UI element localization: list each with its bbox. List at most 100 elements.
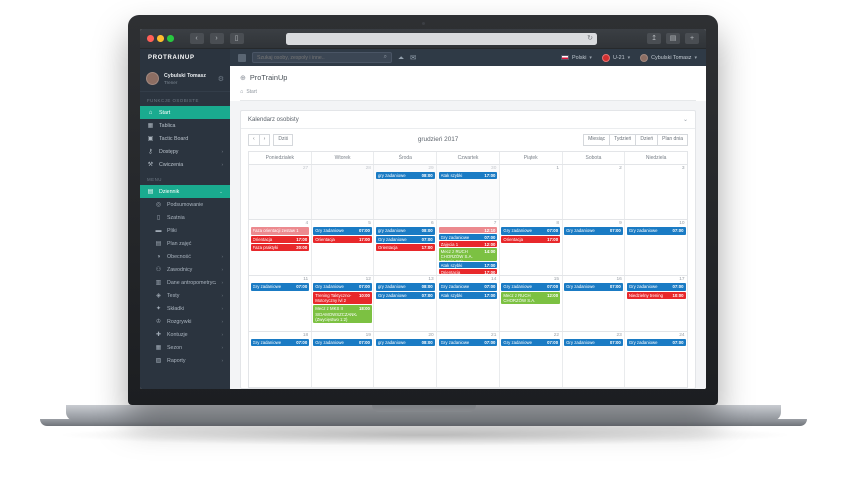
sidebar-item-sezon[interactable]: ▦ Sezon › <box>140 341 230 354</box>
calendar-event[interactable]: Gry zadaniowe 07:00 <box>313 227 372 235</box>
calendar-day-cell[interactable]: 11 Gry zadaniowe 07:00 <box>249 276 311 332</box>
next-month-button[interactable]: › <box>258 134 271 146</box>
calendar-event[interactable]: Gry zadaniowe 07:00 <box>313 283 372 291</box>
calendar-event[interactable]: Orientacja 17:00 <box>438 268 498 275</box>
sidebar-item-plan-zaj[interactable]: ▤ Plan zajęć <box>140 237 230 250</box>
today-button[interactable]: Dziś <box>273 134 294 146</box>
calendar-event[interactable]: Orientacja 17:00 <box>501 235 561 244</box>
calendar-day-cell[interactable]: 8 Gry zadaniowe 07:00 Orientacja 17:00 <box>498 220 562 276</box>
calendar-event[interactable]: Faza orientacji zestaw 1 <box>250 227 310 235</box>
calendar-event[interactable]: Niedzielny trening 10:00 <box>626 291 686 299</box>
calendar-event[interactable]: gry zadaniowe 08:00 <box>375 283 435 291</box>
breadcrumb-item[interactable]: Start <box>246 89 257 95</box>
maximize-window-button[interactable] <box>167 35 174 42</box>
share-button[interactable]: ↥ <box>647 33 661 44</box>
back-button[interactable]: ‹ <box>189 33 204 44</box>
calendar-event[interactable]: Atak szybki 17:00 <box>438 291 498 299</box>
calendar-day-cell[interactable]: 27 <box>249 164 311 220</box>
user-menu[interactable]: Cybulski Tomasz ▾ <box>640 53 697 62</box>
calendar-view-plan-dnia[interactable]: Plan dnia <box>657 134 688 146</box>
calendar-event[interactable]: gry zadaniowe 08:00 <box>375 171 435 179</box>
calendar-event[interactable]: Mecz z RUCH CHORZÓW S.A. 12:00 <box>501 291 561 305</box>
sidebar-item-wiczenia[interactable]: ⚒ Ćwiczenia › <box>140 158 230 171</box>
calendar-day-cell[interactable]: 6 gry zadaniowe 08:00 Gry zadaniowe 07:00 Ori… <box>373 220 437 276</box>
calendar-day-cell[interactable]: 17 Gry zadaniowe 07:00 Niedzielny trening 10… <box>624 276 688 332</box>
global-search[interactable]: ⌕ <box>252 52 392 63</box>
sidebar-item-rozgrywki[interactable]: ♔ Rozgrywki › <box>140 315 230 328</box>
sidebar-item-dane-antropometryczne[interactable]: ▥ Dane antropometryczne › <box>140 276 230 289</box>
calendar-day-cell[interactable]: 18 Gry zadaniowe 07:00 <box>249 332 311 387</box>
calendar-event[interactable]: Gry zadaniowe 07:00 <box>626 227 686 235</box>
calendar-event[interactable]: Gry zadaniowe 07:00 <box>438 283 498 291</box>
calendar-day-cell[interactable]: 9 Gry zadaniowe 07:00 <box>561 220 625 276</box>
new-tab-button[interactable]: + <box>685 33 699 44</box>
calendar-day-cell[interactable]: 30 Atak szybki 17:00 <box>436 164 499 220</box>
sidebar-item-tablica[interactable]: ▦ Tablica <box>140 119 230 132</box>
search-icon[interactable]: ⌕ <box>383 54 387 60</box>
calendar-event[interactable]: Orientacja 17:00 <box>313 235 372 244</box>
sidebar-item-sk-adki[interactable]: ✦ Składki › <box>140 302 230 315</box>
calendar-day-cell[interactable]: 13 gry zadaniowe 08:00 Gry zadaniowe 07:00 <box>373 276 437 332</box>
tabs-button[interactable]: ▤ <box>666 33 680 44</box>
window-controls[interactable] <box>147 35 174 42</box>
calendar-event[interactable]: Gry zadaniowe 07:00 <box>564 283 623 291</box>
calendar-view-tydzie-[interactable]: Tydzień <box>609 134 637 146</box>
sidebar-item-podsumowanie[interactable]: ◎ Podsumowanie <box>140 198 230 211</box>
calendar-event[interactable]: Gry zadaniowe 07:00 <box>375 291 435 299</box>
calendar-day-cell[interactable]: 1 <box>498 164 562 220</box>
calendar-event[interactable]: Atak szybki 17:00 <box>438 261 498 268</box>
calendar-day-cell[interactable]: 4 Faza orientacji zestaw 1 Orientacja 17:00… <box>249 220 311 276</box>
calendar-event[interactable]: Gry zadaniowe 07:00 <box>626 283 686 291</box>
calendar-day-cell[interactable]: 19 Gry zadaniowe 07:00 <box>310 332 374 387</box>
chat-icon[interactable]: ✉ <box>410 52 417 62</box>
calendar-event[interactable]: Gry zadaniowe 07:00 <box>438 234 498 240</box>
calendar-day-cell[interactable]: 24 Gry zadaniowe 07:00 <box>624 332 688 387</box>
calendar-event[interactable]: Gry zadaniowe 07:00 <box>626 339 686 347</box>
search-input[interactable] <box>257 54 384 61</box>
calendar-day-cell[interactable]: 12 Gry zadaniowe 07:00 Trening Taktyczno-Mo… <box>310 276 374 332</box>
reload-icon[interactable]: ↻ <box>587 34 593 42</box>
calendar-event[interactable]: 12:10 <box>438 227 498 234</box>
calendar-day-cell[interactable]: 14 Gry zadaniowe 07:00 Atak szybki 17:00 <box>436 276 499 332</box>
calendar-event[interactable]: Zajęcia 1 12:00 <box>438 240 498 247</box>
sidebar-item-kontuzje[interactable]: ✚ Kontuzje › <box>140 328 230 341</box>
app-brand[interactable]: PROTRAINUP <box>140 49 230 66</box>
sidebar-item-dost-py[interactable]: ⚷ Dostępy › <box>140 145 230 158</box>
calendar-event[interactable]: Gry zadaniowe 07:00 <box>564 339 623 347</box>
close-window-button[interactable] <box>147 35 154 42</box>
calendar-day-cell[interactable]: 2 <box>561 164 625 220</box>
calendar-event[interactable]: Gry zadaniowe 07:00 <box>501 339 561 347</box>
calendar-event[interactable]: Gry zadaniowe 07:00 <box>250 339 310 347</box>
language-selector[interactable]: Polski ▾ <box>561 55 592 61</box>
calendar-event[interactable]: Gry zadaniowe 07:00 <box>564 227 623 235</box>
forward-button[interactable]: › <box>209 33 224 44</box>
hamburger-icon[interactable] <box>238 53 246 62</box>
calendar-day-cell[interactable]: 29 gry zadaniowe 08:00 <box>373 164 437 220</box>
calendar-event[interactable]: Atak szybki 17:00 <box>438 171 498 179</box>
sidebar-item-testy[interactable]: ◈ Testy › <box>140 289 230 302</box>
calendar-event[interactable]: Trening Taktyczno-Motoryczny lvl 2 10:00 <box>313 291 372 305</box>
calendar-day-cell[interactable]: 15 Gry zadaniowe 07:00 Mecz z RUCH CHORZÓW … <box>498 276 562 332</box>
calendar-event[interactable]: Orientacja 17:00 <box>250 235 310 244</box>
sidebar-item-zawodnicy[interactable]: ⚇ Zawodnicy › <box>140 263 230 276</box>
calendar-day-cell[interactable]: 21 Gry zadaniowe 07:00 <box>436 332 499 387</box>
sidebar-item-szatnia[interactable]: ▯ Szatnia <box>140 211 230 224</box>
calendar-event[interactable]: Faza praktyki 20:00 <box>250 244 310 252</box>
sidebar-item-dziennik[interactable]: ▤ Dziennik ⌄ <box>140 185 230 198</box>
calendar-event[interactable]: Gry zadaniowe 07:00 <box>313 339 372 347</box>
sidebar-item-start[interactable]: ⌂ Start <box>140 106 230 119</box>
calendar-event[interactable]: Gry zadaniowe 07:00 <box>438 339 498 347</box>
calendar-view-dzie-[interactable]: Dzień <box>635 134 659 146</box>
gear-icon[interactable]: ⚙ <box>217 75 224 83</box>
calendar-event[interactable]: Orientacja 17:00 <box>375 244 435 252</box>
calendar-view-miesi-c[interactable]: Miesiąc <box>583 134 611 146</box>
calendar-day-cell[interactable]: 20 gry zadaniowe 08:00 <box>373 332 437 387</box>
calendar-event[interactable]: gry zadaniowe 08:00 <box>375 227 435 235</box>
calendar-event[interactable]: Gry zadaniowe 07:00 <box>375 235 435 244</box>
calendar-event[interactable]: Gry zadaniowe 07:00 <box>250 283 310 291</box>
calendar-day-cell[interactable]: 10 Gry zadaniowe 07:00 <box>624 220 688 276</box>
calendar-event[interactable]: gry zadaniowe 08:00 <box>375 339 435 347</box>
calendar-day-cell[interactable]: 5 Gry zadaniowe 07:00 Orientacja 17:00 <box>310 220 374 276</box>
sidebar-item-obecno[interactable]: ◑ Obecność › <box>140 250 230 263</box>
calendar-event[interactable]: Gry zadaniowe 07:00 <box>501 227 561 235</box>
